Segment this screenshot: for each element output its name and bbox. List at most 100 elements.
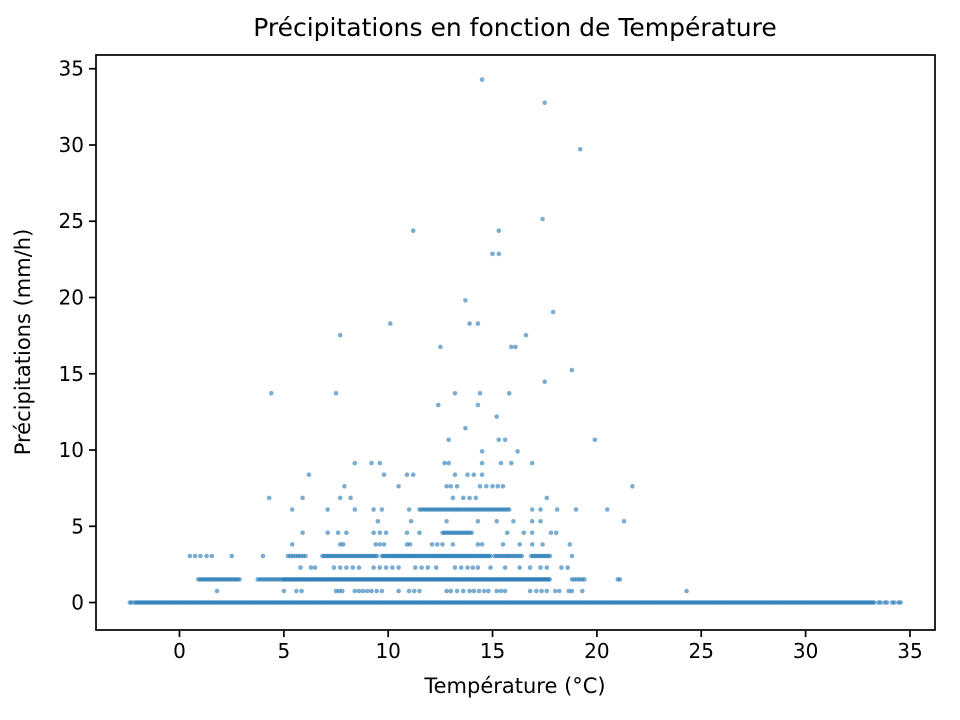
y-tick-label: 15	[59, 362, 84, 386]
data-point	[898, 600, 903, 605]
data-point	[490, 484, 495, 489]
y-tick-label: 35	[59, 57, 84, 81]
data-point	[542, 379, 547, 385]
data-point	[383, 530, 389, 536]
data-point	[580, 588, 585, 594]
data-point	[204, 553, 209, 559]
data-point	[325, 530, 331, 536]
data-point	[500, 542, 506, 547]
data-point	[408, 519, 414, 524]
data-point	[554, 507, 560, 512]
data-point	[308, 565, 314, 570]
data-point	[465, 472, 470, 478]
data-point	[350, 565, 356, 570]
y-tick-label: 5	[71, 514, 84, 538]
data-point	[872, 600, 877, 605]
data-point	[404, 530, 410, 536]
data-point	[342, 484, 347, 489]
data-point	[396, 565, 401, 570]
data-point	[529, 542, 535, 547]
x-tick-label: 30	[793, 639, 818, 663]
data-point	[374, 588, 380, 594]
data-point	[448, 484, 454, 489]
data-point	[557, 588, 562, 594]
data-point	[471, 588, 477, 594]
data-point	[550, 309, 556, 315]
data-point	[452, 391, 458, 396]
data-point	[369, 588, 374, 594]
data-point	[269, 391, 274, 396]
data-point	[527, 565, 533, 570]
data-point	[529, 519, 535, 524]
data-point	[566, 588, 571, 594]
data-point	[407, 542, 413, 547]
data-point	[544, 588, 550, 594]
data-point	[509, 344, 514, 350]
x-axis-label: Température (°C)	[423, 674, 605, 698]
data-point	[465, 565, 470, 570]
data-point	[371, 565, 376, 570]
data-point	[569, 588, 575, 594]
y-axis-label: Précipitations (mm/h)	[11, 229, 35, 456]
data-point	[617, 577, 623, 582]
data-point	[410, 228, 416, 233]
data-point	[469, 530, 475, 536]
data-point	[878, 600, 883, 605]
data-point	[496, 251, 502, 257]
data-point	[494, 519, 500, 524]
data-point	[517, 565, 522, 570]
data-point	[463, 425, 468, 431]
data-point	[444, 484, 449, 489]
data-point	[404, 472, 410, 478]
data-point	[498, 588, 504, 594]
plot-area: 0 5 10 15 20 25 30 35 0 5 10 15 20 25 30 35	[59, 54, 936, 663]
data-point	[527, 588, 533, 594]
data-point	[488, 565, 493, 570]
data-point	[377, 542, 383, 547]
data-point	[506, 391, 512, 396]
data-point	[544, 495, 550, 501]
data-point	[237, 577, 242, 582]
data-point	[548, 530, 554, 536]
x-tick-label: 5	[277, 639, 290, 663]
data-point	[529, 460, 535, 466]
data-point	[458, 565, 464, 570]
data-point	[198, 553, 203, 559]
data-point	[519, 553, 525, 559]
data-point	[260, 553, 266, 559]
data-point	[289, 542, 295, 547]
data-point	[509, 460, 514, 466]
y-tick-label: 30	[59, 133, 84, 157]
data-point	[425, 565, 431, 570]
data-point	[467, 588, 472, 594]
data-point	[444, 588, 449, 594]
data-point	[479, 472, 485, 478]
data-point	[333, 391, 339, 396]
data-point	[450, 542, 456, 547]
data-point	[592, 437, 598, 443]
data-point	[388, 321, 393, 326]
y-tick-label: 0	[71, 591, 84, 615]
data-point	[552, 588, 558, 594]
data-point	[325, 507, 331, 512]
data-point	[452, 472, 458, 478]
data-point	[553, 530, 559, 536]
x-tick-label: 10	[375, 639, 400, 663]
data-point	[396, 484, 401, 489]
data-point	[547, 553, 553, 559]
data-point	[440, 542, 445, 547]
data-point	[450, 495, 456, 501]
data-point	[506, 507, 512, 512]
data-point	[540, 216, 545, 222]
chart-title: Précipitations en fonction de Températur…	[253, 13, 777, 42]
x-tick-label: 0	[173, 639, 186, 663]
plot-border	[95, 54, 936, 631]
data-point	[192, 553, 198, 559]
data-point	[281, 588, 287, 594]
data-point	[452, 565, 458, 570]
data-point	[369, 460, 374, 466]
data-point	[337, 332, 343, 338]
x-tick-label: 35	[897, 639, 922, 663]
data-point	[417, 588, 422, 594]
data-point	[337, 565, 343, 570]
